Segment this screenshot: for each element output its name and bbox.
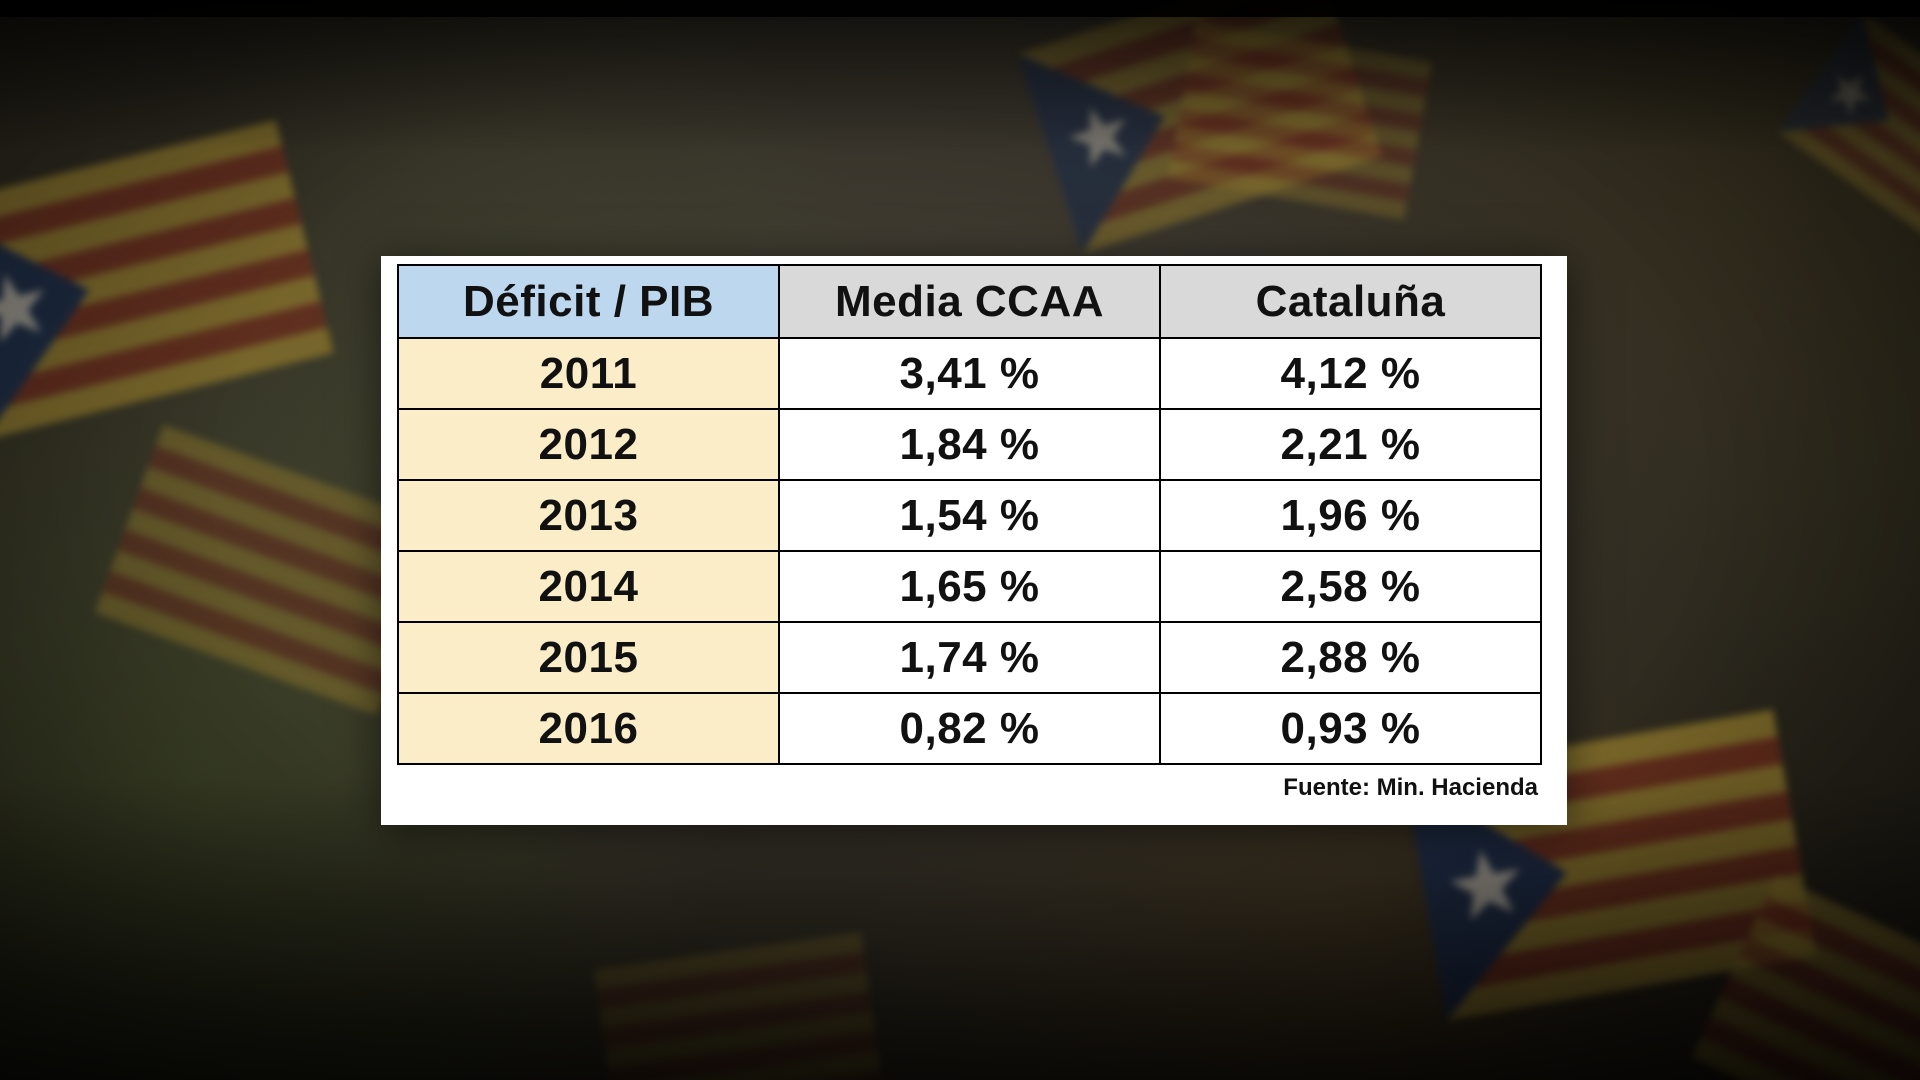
value-cell: 1,96 %	[1159, 479, 1542, 552]
header-cell-media-ccaa: Media CCAA	[778, 264, 1161, 339]
header-cell-deficit-pib: Déficit / PIB	[397, 264, 780, 339]
value-cell: 2,58 %	[1159, 550, 1542, 623]
table-card: Déficit / PIB Media CCAA Cataluña 2011 3…	[381, 256, 1567, 825]
header-cell-cataluna: Cataluña	[1159, 264, 1542, 339]
year-cell: 2013	[397, 479, 780, 552]
year-cell: 2015	[397, 621, 780, 694]
value-cell: 1,84 %	[778, 408, 1161, 481]
table-row: 2012 1,84 % 2,21 %	[397, 408, 1542, 481]
table-row: 2015 1,74 % 2,88 %	[397, 621, 1542, 694]
table-header-row: Déficit / PIB Media CCAA Cataluña	[397, 264, 1542, 339]
table-row: 2011 3,41 % 4,12 %	[397, 337, 1542, 410]
value-cell: 3,41 %	[778, 337, 1161, 410]
value-cell: 4,12 %	[1159, 337, 1542, 410]
year-cell: 2014	[397, 550, 780, 623]
table-row: 2014 1,65 % 2,58 %	[397, 550, 1542, 623]
table-row: 2016 0,82 % 0,93 %	[397, 692, 1542, 765]
year-cell: 2011	[397, 337, 780, 410]
value-cell: 0,93 %	[1159, 692, 1542, 765]
value-cell: 2,88 %	[1159, 621, 1542, 694]
top-letterbox-bar	[0, 0, 1920, 17]
value-cell: 2,21 %	[1159, 408, 1542, 481]
value-cell: 1,54 %	[778, 479, 1161, 552]
value-cell: 1,74 %	[778, 621, 1161, 694]
value-cell: 0,82 %	[778, 692, 1161, 765]
year-cell: 2012	[397, 408, 780, 481]
year-cell: 2016	[397, 692, 780, 765]
table-row: 2013 1,54 % 1,96 %	[397, 479, 1542, 552]
source-caption: Fuente: Min. Hacienda	[1283, 774, 1538, 801]
deficit-pib-table: Déficit / PIB Media CCAA Cataluña 2011 3…	[397, 264, 1542, 765]
value-cell: 1,65 %	[778, 550, 1161, 623]
